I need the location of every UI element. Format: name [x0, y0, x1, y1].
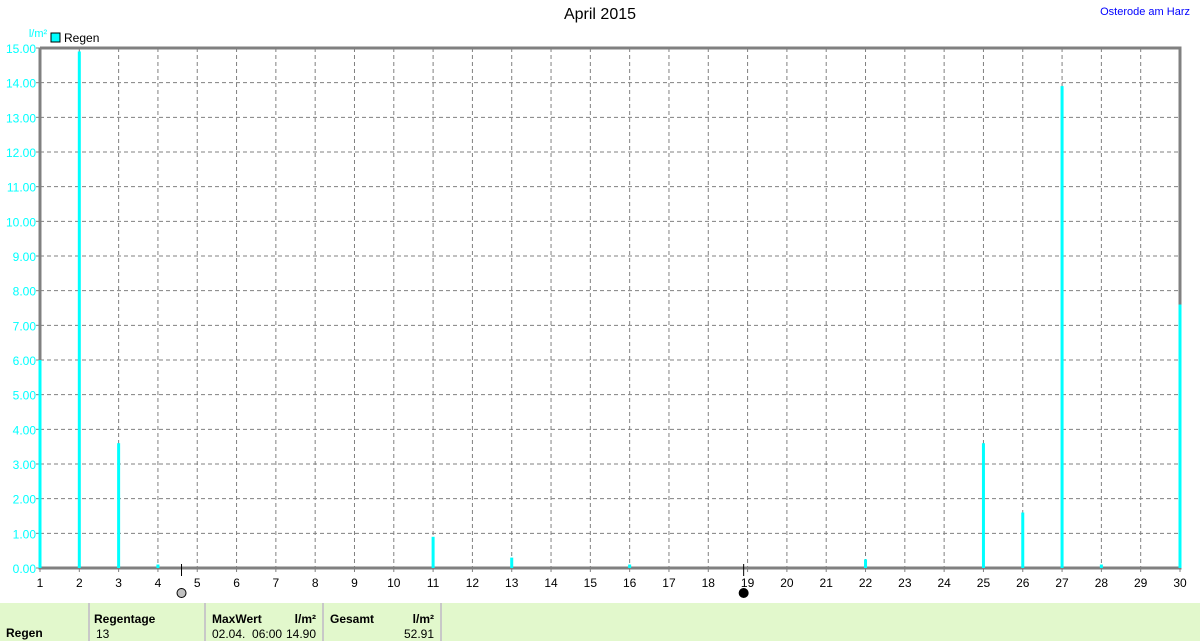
x-tick-label: 29 [1134, 576, 1148, 590]
x-tick-label: 22 [859, 576, 873, 590]
maxwert-value: 14.90 [285, 627, 316, 641]
bar-day-13 [510, 557, 514, 568]
bar-day-22 [864, 559, 868, 568]
x-tick-label: 26 [1016, 576, 1030, 590]
regentage-cell: Regentage 13 [90, 603, 206, 641]
y-tick-label: 14.00 [6, 77, 36, 91]
x-tick-label: 10 [387, 576, 401, 590]
x-tick-label: 23 [898, 576, 912, 590]
x-tick-label: 20 [780, 576, 794, 590]
x-tick-label: 19 [741, 576, 755, 590]
x-tick-label: 14 [544, 576, 558, 590]
legend-swatch [50, 32, 61, 43]
gesamt-unit: l/m² [412, 612, 434, 626]
chart-title: April 2015 [563, 6, 637, 23]
full-moon-icon [176, 588, 187, 598]
x-tick-label: 7 [273, 576, 280, 590]
bar-day-30 [1178, 304, 1182, 568]
y-tick-label: 9.00 [13, 250, 37, 264]
maxwert-unit: l/m² [294, 612, 316, 626]
x-tick-label: 3 [115, 576, 122, 590]
bar-day-27 [1060, 86, 1064, 568]
y-tick-label: 1.00 [13, 527, 37, 541]
x-tick-label: 25 [977, 576, 991, 590]
summary-table: Regen Regentage 13 MaxWert l/m² 02.04. 0… [0, 603, 1200, 641]
y-tick-label: 11.00 [7, 181, 36, 195]
bar-day-25 [981, 443, 985, 568]
plot-frame [38, 46, 1182, 570]
x-tick-label: 2 [76, 576, 83, 590]
y-tick-label: 6.00 [13, 354, 37, 368]
station-name: Osterode am Harz [1100, 6, 1190, 18]
y-tick-label: 5.00 [13, 389, 37, 403]
x-tick-label: 6 [233, 576, 240, 590]
bar-day-1 [38, 360, 42, 568]
y-tick-label: 7.00 [13, 319, 37, 333]
y-tick-label: 8.00 [13, 285, 37, 299]
gesamt-cell: Gesamt l/m² 52.91 [324, 603, 442, 641]
row-label-cell: Regen [0, 603, 90, 641]
row-label: Regen [6, 626, 43, 640]
bar-day-3 [117, 443, 121, 568]
rain-chart: 0.00 1.00 2.00 3.00 4.00 5.00 6.00 7.00 8.00 9.00… [6, 28, 1187, 598]
regentage-value: 13 [96, 627, 110, 641]
x-tick-label: 4 [155, 576, 162, 590]
y-tick-label: 12.00 [6, 146, 36, 160]
x-tick-label: 8 [312, 576, 319, 590]
bar-day-16 [628, 564, 632, 568]
y-axis-unit: l/m² [29, 28, 48, 40]
bar-day-11 [431, 536, 435, 568]
x-tick-label: 18 [702, 576, 716, 590]
new-moon-icon [738, 588, 749, 598]
x-tick-label: 28 [1095, 576, 1109, 590]
bar-day-2 [77, 51, 81, 568]
maxwert-header: MaxWert [212, 612, 262, 626]
y-tick-label: 2.00 [13, 493, 37, 507]
x-tick-label: 30 [1173, 576, 1187, 590]
y-tick-label: 3.00 [13, 458, 37, 472]
x-tick-label: 15 [584, 576, 598, 590]
bar-day-28 [1099, 564, 1103, 568]
x-tick-label: 17 [662, 576, 676, 590]
regentage-header: Regentage [94, 612, 156, 626]
x-tick-label: 21 [820, 576, 834, 590]
bar-day-4 [156, 564, 160, 568]
maxwert-date: 02.04. 06:00 [212, 627, 283, 641]
y-tick-label: 15.00 [6, 42, 36, 56]
x-tick-label: 27 [1055, 576, 1069, 590]
legend-label: Regen [64, 31, 99, 45]
x-tick-label: 24 [937, 576, 951, 590]
x-tick-label: 11 [427, 576, 440, 590]
gesamt-value: 52.91 [403, 627, 434, 641]
x-tick-label: 16 [623, 576, 637, 590]
y-tick-label: 13.00 [6, 111, 36, 125]
x-tick-label: 13 [505, 576, 519, 590]
y-tick-label: 0.00 [13, 562, 37, 576]
x-tick-label: 12 [466, 576, 480, 590]
x-tick-label: 5 [194, 576, 201, 590]
maxwert-cell: MaxWert l/m² 02.04. 06:00 14.90 [206, 603, 324, 641]
x-tick-label: 1 [37, 576, 44, 590]
bar-day-26 [1021, 512, 1025, 568]
x-tick-label: 9 [351, 576, 358, 590]
y-tick-label: 10.00 [6, 215, 36, 229]
y-tick-label: 4.00 [13, 423, 37, 437]
gesamt-header: Gesamt [330, 612, 375, 626]
